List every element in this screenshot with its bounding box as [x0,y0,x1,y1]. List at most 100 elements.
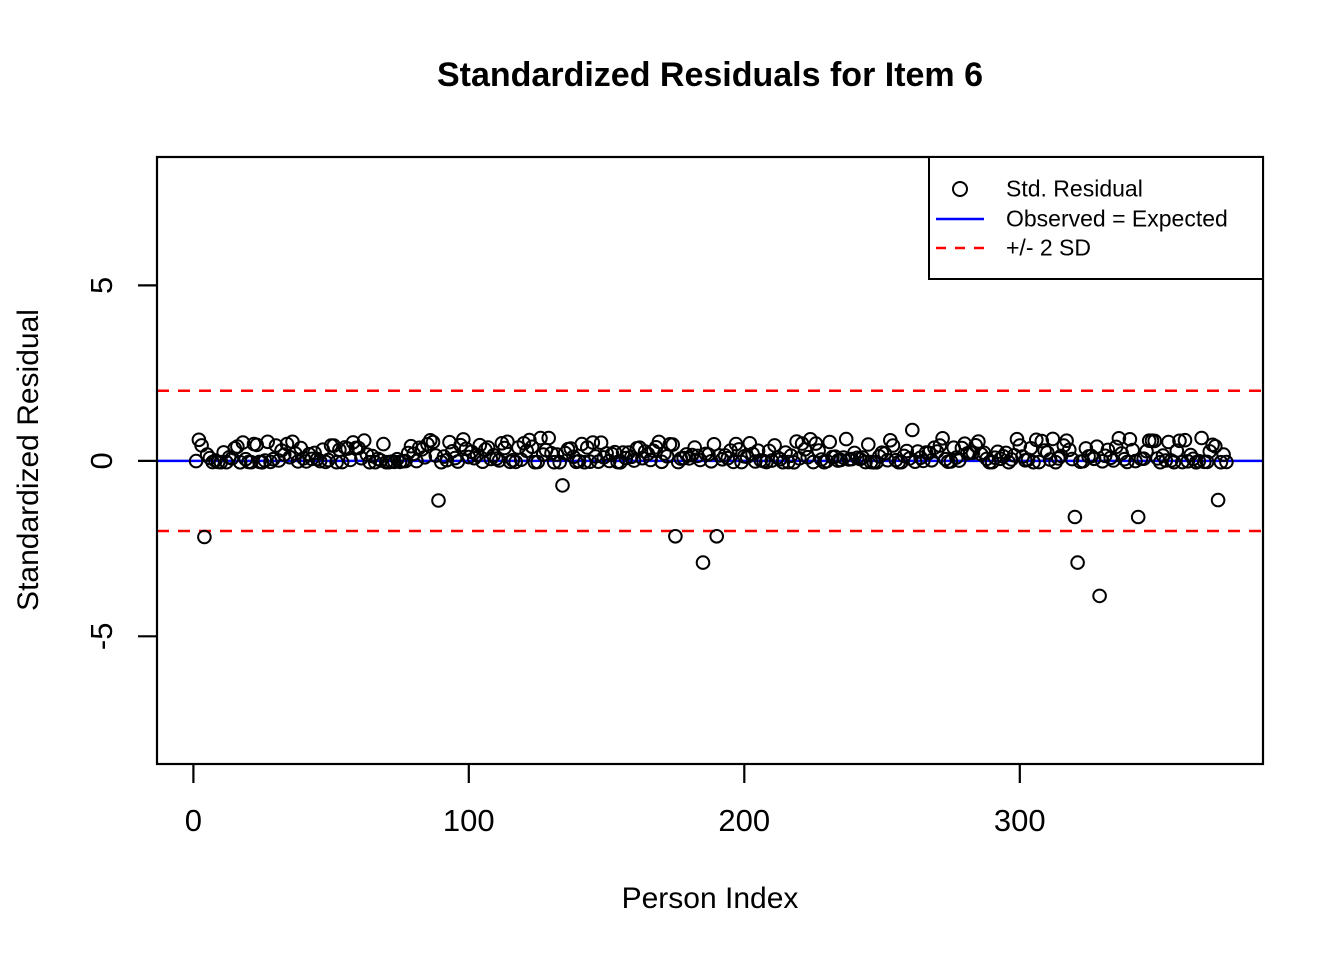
data-point [235,435,251,450]
data-point [684,447,700,463]
data-point [932,438,948,453]
x-tick-label: 100 [443,803,495,838]
data-point [387,454,402,470]
data-point [1136,451,1151,467]
data-point [858,454,873,470]
data-point [585,435,601,450]
data-point [425,434,441,450]
data-point [555,478,570,493]
data-point [726,454,741,470]
y-tick-label: -5 [84,623,119,651]
data-point [1130,509,1146,525]
data-point [1117,451,1132,467]
data-point [1216,447,1231,462]
data-point [665,437,681,452]
legend-label-observed-expected: Observed = Expected [1006,205,1228,232]
y-axis-label: Standardized Residual [12,309,45,611]
data-point [805,454,821,470]
data-point [783,448,799,464]
x-tick-label: 300 [994,803,1046,838]
data-point [1106,453,1121,468]
data-point [1172,433,1187,449]
data-point [1045,431,1061,447]
data-point [467,450,482,466]
data-point [409,453,424,469]
legend-box [928,156,1264,280]
data-point [544,446,559,461]
data-point [676,450,692,466]
data-point [880,452,895,468]
data-point [571,453,587,469]
data-point [188,453,204,469]
data-point [243,454,259,470]
data-point [522,432,537,448]
legend-label-plus-minus-2sd: +/- 2 SD [1006,234,1092,261]
y-tick-label: 0 [84,452,119,469]
data-point [197,529,212,545]
data-point [343,452,358,468]
data-point [1062,442,1077,458]
data-point [808,436,824,451]
data-point [257,453,273,468]
data-point [1067,509,1083,525]
data-point [1092,588,1107,604]
data-point [1177,432,1193,448]
data-point [965,445,981,461]
data-point [334,454,350,470]
data-point [318,454,333,470]
data-point [861,437,876,452]
x-tick-label: 200 [718,803,770,838]
data-point [599,446,614,461]
legend-label-std-residual: Std. Residual [1006,175,1143,202]
data-point [1199,454,1215,470]
data-point [260,434,276,450]
data-point [483,451,499,467]
data-point [1122,432,1138,447]
data-point [1194,430,1209,446]
data-point [905,422,920,438]
data-point [1040,445,1055,460]
data-point [356,433,372,448]
data-point [456,432,471,447]
data-point [489,451,504,467]
data-point [533,430,548,446]
data-point [1111,431,1127,446]
y-tick-label: 5 [84,277,119,294]
data-point [1161,434,1176,450]
data-point [695,555,711,570]
data-point [376,436,391,452]
data-point [546,454,562,470]
data-point [491,453,507,468]
data-point [709,529,725,544]
data-point [1059,433,1074,449]
data-point [1208,439,1223,454]
data-point [833,452,849,468]
data-point [748,454,763,469]
data-point [1191,453,1207,469]
legend-open-circle-symbol [952,181,968,197]
data-point [263,454,278,470]
data-point [899,443,915,459]
data-point [1147,433,1162,449]
data-point [1026,454,1041,470]
data-point [822,434,838,450]
data-point [885,438,901,453]
data-point [935,431,950,446]
data-point [687,440,703,455]
data-point [877,446,893,461]
x-axis-label: Person Index [621,882,799,915]
data-point [1219,454,1234,470]
data-point [1210,492,1226,508]
data-point [398,453,413,469]
data-point [811,443,827,458]
data-point [643,452,658,468]
data-point [651,434,667,450]
data-point [447,450,463,466]
data-point [431,493,446,508]
data-point [742,436,758,451]
data-point [1064,451,1080,467]
data-point [1213,454,1229,470]
data-point [321,452,336,468]
data-point [1119,454,1135,470]
